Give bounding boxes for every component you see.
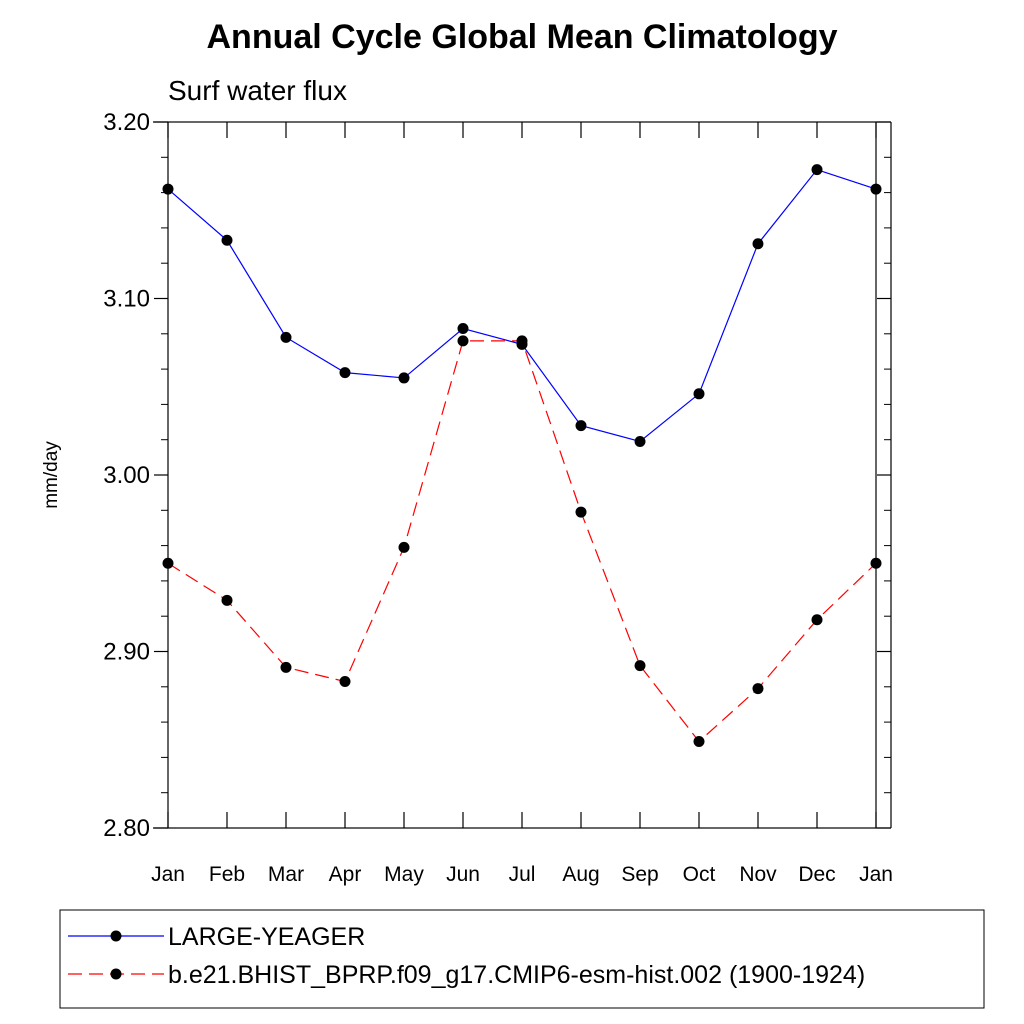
series-point-0 [457,323,469,335]
series-point-1 [398,541,410,553]
series-point-0 [280,331,292,343]
series-point-1 [457,335,469,347]
legend-label-0: LARGE-YEAGER [168,923,365,951]
y-tick-label: 3.20 [103,109,150,136]
legend-label-1: b.e21.BHIST_BPRP.f09_g17.CMIP6-esm-hist.… [168,961,865,989]
series-layer [162,164,882,748]
x-tick-label: Jan [859,863,893,886]
series-point-1 [634,660,646,672]
series-point-0 [221,234,233,246]
x-tick-label: Oct [683,863,716,886]
legend-marker-0 [110,930,122,942]
x-tick-label: Jan [151,863,185,886]
series-point-1 [752,683,764,695]
series-point-0 [162,183,174,195]
series-point-1 [221,594,233,606]
plot-axes: 2.80 2.90 3.00 3.10 3.20 Jan Feb Mar Apr May Jun Ju… [103,109,893,886]
series-point-1 [575,506,587,518]
series-point-0 [634,435,646,447]
y-axis-label: mm/day [41,441,62,509]
x-tick-label: Mar [268,863,304,886]
y-tick-label: 3.00 [103,462,150,489]
legend-marker-1 [110,968,122,980]
series-point-0 [575,420,587,432]
series-point-1 [516,335,528,347]
x-tick-label: Nov [739,863,777,886]
series-point-1 [280,661,292,673]
x-tick-label: Dec [798,863,835,886]
series-point-0 [870,183,882,195]
series-point-1 [811,614,823,626]
series-point-0 [752,238,764,250]
x-tick-label: Jul [509,863,536,886]
y-tick-label: 2.90 [103,639,150,666]
series-point-1 [339,676,351,688]
x-tick-label: Jun [446,863,480,886]
series-point-1 [870,557,882,569]
y-tick-label: 2.80 [103,815,150,842]
chart-title: Annual Cycle Global Mean Climatology [207,18,838,56]
x-tick-label: May [384,863,424,886]
series-point-0 [398,372,410,384]
series-point-1 [162,557,174,569]
series-point-0 [693,388,705,400]
chart-subtitle: Surf water flux [168,75,347,106]
series-point-1 [693,736,705,748]
x-tick-label: Sep [621,863,658,886]
legend-box [59,909,985,1009]
x-tick-label: Feb [209,863,245,886]
x-tick-label: Aug [562,863,599,886]
series-point-0 [811,164,823,176]
legend: LARGE-YEAGER b.e21.BHIST_BPRP.f09_g17.CMI… [68,923,865,989]
y-tick-label: 3.10 [103,286,150,313]
plot-frame [167,121,877,829]
series-line-1 [167,340,877,743]
x-tick-label: Apr [329,863,362,886]
series-line-0 [167,168,877,443]
series-point-0 [339,367,351,379]
